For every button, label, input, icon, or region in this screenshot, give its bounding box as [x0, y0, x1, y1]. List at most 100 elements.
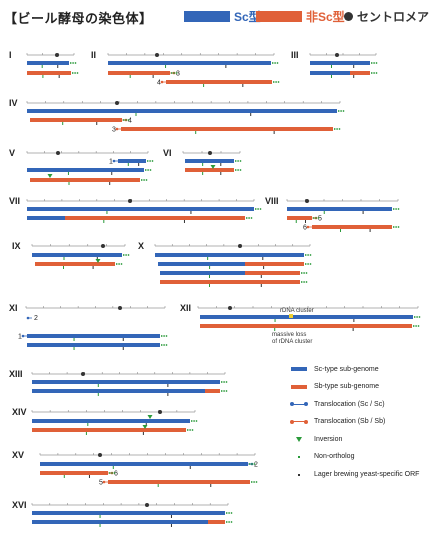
chromosome-label: XIV: [12, 407, 27, 417]
translocation-tag: 2: [34, 315, 38, 322]
chromosome-label: VII: [9, 196, 20, 206]
non-ortholog-mark: [338, 110, 340, 112]
sc-subgenome-bar: [27, 216, 65, 220]
sb-subgenome-bar: [245, 262, 304, 266]
non-ortholog-mark: [70, 62, 72, 64]
lager-specific-orf-mark: [250, 113, 252, 116]
non-ortholog-mark: [255, 481, 258, 483]
sc-subgenome-bar: [32, 511, 225, 515]
non-ortholog-mark: [72, 72, 74, 74]
non-ortholog-mark: [123, 119, 125, 121]
sb-subgenome-bar: [205, 389, 220, 393]
legend-row-label: Lager brewing yeast-specific ORF: [314, 471, 420, 479]
translocation-tag: 3: [176, 71, 180, 78]
sc-swatch-icon: [184, 11, 230, 22]
non-ortholog-mark: [195, 420, 198, 422]
sb-subgenome-bar: [35, 262, 115, 266]
chromosome-label: XV: [12, 450, 24, 460]
non-ortholog-mark: [276, 62, 279, 64]
lager-specific-orf-mark: [96, 122, 98, 125]
non-ortholog-mark: [237, 169, 239, 171]
inversion-marker: [142, 425, 148, 429]
non-ortholog-mark: [63, 257, 65, 260]
centromere-marker: [101, 244, 105, 248]
sb-subgenome-bar: [160, 280, 300, 284]
translocation-tag: 5: [99, 480, 103, 487]
sb-subgenome-bar: [65, 216, 245, 220]
sc-subgenome-bar: [32, 253, 122, 257]
sb-subgenome-bar: [32, 428, 186, 432]
massive-loss-label: massive loss: [272, 332, 306, 338]
sb-subgenome-bar: [350, 71, 370, 75]
lager-specific-orf-mark: [263, 266, 265, 269]
non-ortholog-mark: [230, 512, 233, 514]
non-ortholog-mark: [99, 515, 101, 518]
non-ortholog-mark: [375, 72, 378, 74]
non-ortholog-mark: [228, 512, 230, 514]
non-ortholog-mark: [63, 266, 64, 269]
sc-subgenome-bar: [32, 419, 190, 423]
lager-specific-orf-mark: [305, 220, 306, 223]
black-dot-icon: [290, 470, 308, 480]
rdna-cluster-label: rDNA cluster: [280, 308, 314, 314]
chromosome-label: XIII: [9, 369, 23, 379]
non-ortholog-mark: [259, 208, 262, 210]
non-ortholog-mark: [118, 263, 120, 265]
translocation-dot: [306, 225, 310, 229]
legend-sc: Sc型: [184, 8, 261, 25]
non-ortholog-mark: [225, 390, 228, 392]
centromere-marker: [305, 199, 309, 203]
translocation-dot: [21, 334, 25, 338]
non-ortholog-mark: [309, 254, 312, 256]
green-dot-icon: [290, 452, 308, 462]
non-ortholog-mark: [127, 119, 130, 121]
non-ortholog-mark: [305, 281, 308, 283]
chromosome-label: XVI: [12, 500, 27, 510]
legend-row-label: Translocation (Sb / Sb): [314, 418, 386, 426]
lager-specific-orf-mark: [352, 328, 354, 331]
legend-row-sc: Sc-type sub-genome: [290, 364, 419, 374]
non-ortholog-mark: [307, 254, 309, 256]
non-ortholog-mark: [147, 160, 149, 162]
non-ortholog-mark: [62, 122, 64, 125]
centromere-marker: [128, 199, 132, 203]
legend-sb-label: 非Sc型: [306, 10, 345, 24]
sb-subgenome-bar: [40, 471, 108, 475]
sb-subgenome-bar: [27, 71, 71, 75]
legend-row-label: Translocation (Sc / Sc): [314, 400, 385, 408]
non-ortholog-mark: [73, 347, 75, 350]
non-ortholog-mark: [307, 263, 309, 265]
non-ortholog-mark: [193, 420, 195, 422]
non-ortholog-mark: [125, 119, 127, 121]
centromere-marker: [98, 453, 102, 457]
centromere-marker: [228, 306, 232, 310]
non-ortholog-mark: [226, 512, 228, 514]
non-ortholog-mark: [418, 316, 421, 318]
non-ortholog-mark: [371, 62, 373, 64]
translocation-tag: 1: [109, 159, 113, 166]
non-ortholog-mark: [125, 254, 127, 256]
non-ortholog-mark: [340, 229, 341, 232]
chromosome-label: VI: [163, 148, 172, 158]
non-ortholog-mark: [414, 316, 416, 318]
non-ortholog-mark: [116, 263, 118, 265]
lager-specific-orf-mark: [138, 163, 140, 166]
non-ortholog-mark: [225, 381, 228, 383]
non-ortholog-mark: [141, 179, 143, 181]
non-ortholog-mark: [397, 208, 400, 210]
centromere-marker: [145, 503, 149, 507]
non-ortholog-mark: [209, 284, 210, 287]
non-ortholog-mark: [129, 75, 131, 78]
legend-row-non-ortholog: Non-ortholog: [290, 452, 419, 462]
legend-row-lager-orf: Lager brewing yeast-specific ORF: [290, 470, 419, 480]
sb-subgenome-bar: [30, 178, 140, 182]
lager-specific-orf-mark: [353, 319, 355, 322]
non-ortholog-mark: [41, 65, 43, 68]
legend-row-label: Non-ortholog: [314, 453, 355, 461]
lager-specific-orf-mark: [152, 75, 154, 78]
translocation-tag: 6: [114, 471, 118, 478]
lager-specific-orf-mark: [122, 338, 124, 341]
lager-specific-orf-mark: [220, 172, 222, 175]
translocation-dot: [160, 80, 164, 84]
sc-subgenome-bar: [200, 315, 413, 319]
